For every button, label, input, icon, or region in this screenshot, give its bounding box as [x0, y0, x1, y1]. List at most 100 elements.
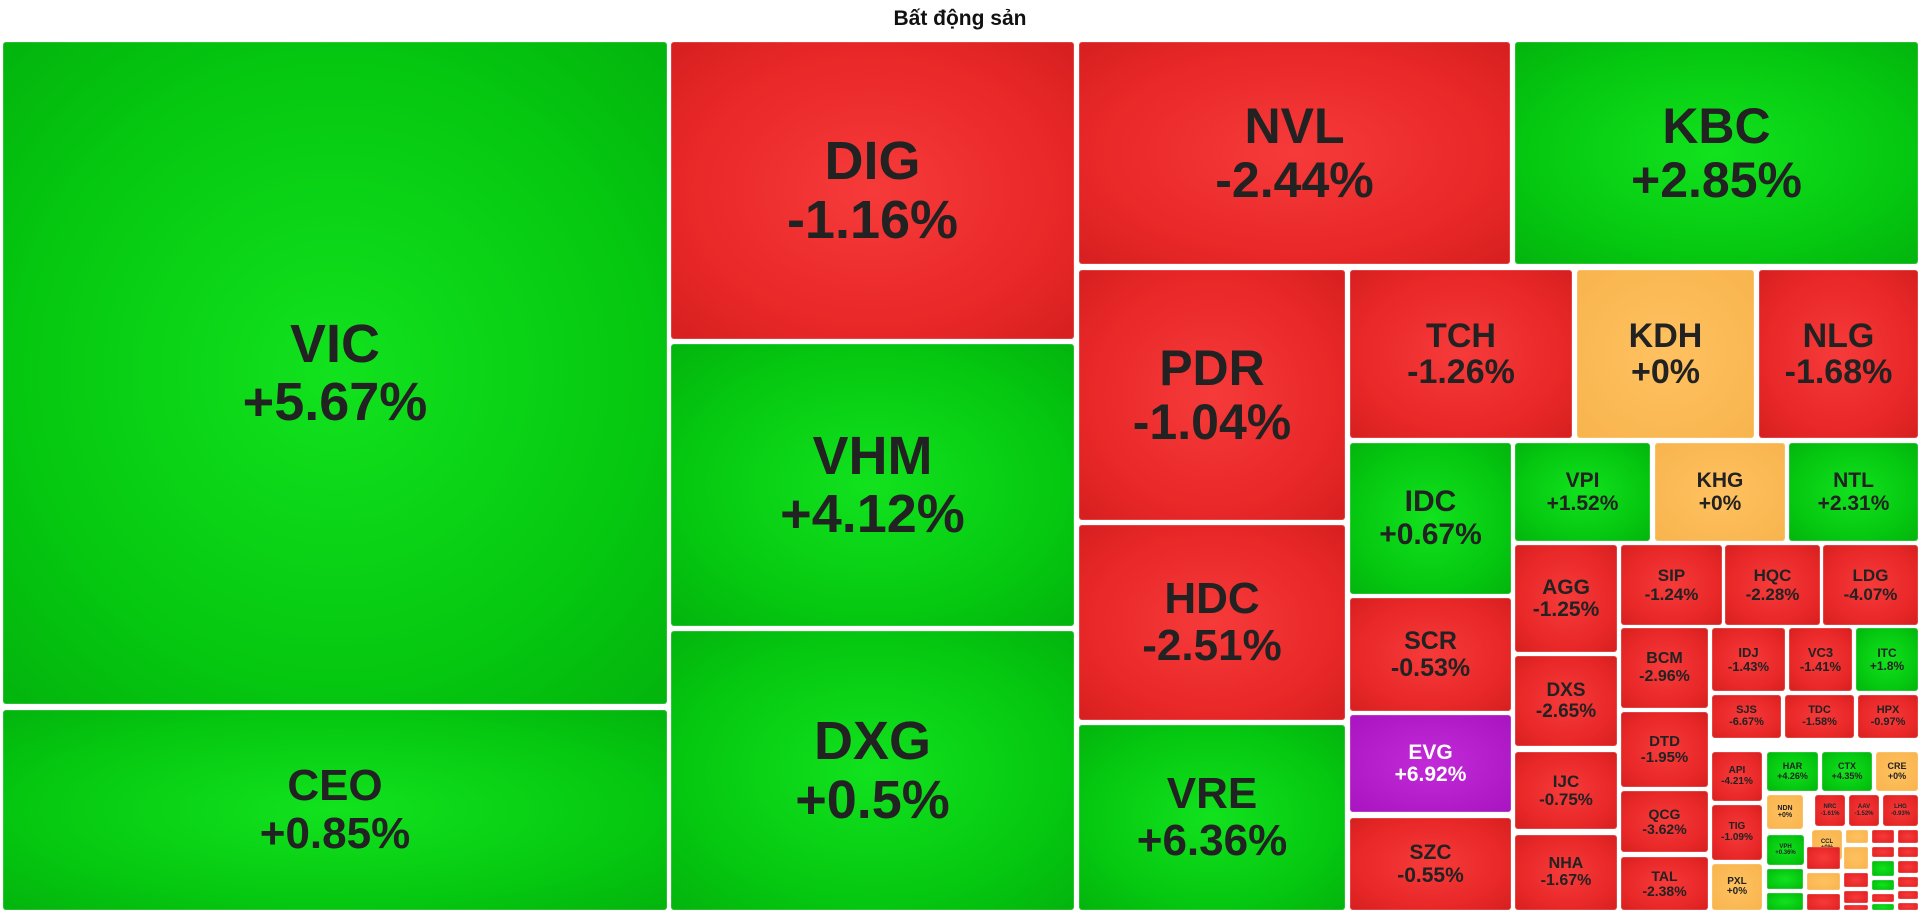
- tile-hqc[interactable]: HQC -2.28%: [1725, 545, 1820, 625]
- tile-vre[interactable]: VRE +6.36%: [1079, 725, 1345, 910]
- tile-ldg[interactable]: LDG -4.07%: [1823, 545, 1918, 625]
- tile-minor[interactable]: [1898, 847, 1918, 857]
- tile-kbc[interactable]: KBC +2.85%: [1515, 42, 1918, 264]
- tile-ticker: SJS: [1736, 704, 1757, 717]
- tile-pdr[interactable]: PDR -1.04%: [1079, 270, 1345, 520]
- tile-nrc[interactable]: NRC -1.61%: [1815, 795, 1845, 826]
- tile-change: -1.52%: [1854, 810, 1874, 817]
- tile-minor[interactable]: [1898, 861, 1918, 873]
- tile-vic[interactable]: VIC +5.67%: [3, 42, 667, 704]
- tile-vpi[interactable]: VPI +1.52%: [1515, 443, 1650, 541]
- tile-change: -2.38%: [1642, 883, 1687, 900]
- tile-ctx[interactable]: CTX +4.35%: [1822, 752, 1872, 791]
- tile-qcg[interactable]: QCG -3.62%: [1621, 791, 1708, 852]
- tile-minor[interactable]: [1846, 830, 1868, 843]
- tile-ticker: AAV: [1857, 804, 1871, 811]
- tile-minor[interactable]: [1872, 861, 1894, 876]
- tile-scr[interactable]: SCR -0.53%: [1350, 598, 1511, 711]
- tile-tdc[interactable]: TDC -1.58%: [1785, 695, 1854, 738]
- tile-change: +0%: [1698, 491, 1742, 515]
- tile-kdh[interactable]: KDH +0%: [1577, 270, 1754, 438]
- tile-change: -0.75%: [1539, 790, 1593, 810]
- tile-minor[interactable]: [1767, 869, 1803, 889]
- tile-tig[interactable]: TIG -1.09%: [1712, 805, 1762, 860]
- tile-minor[interactable]: [1898, 877, 1918, 887]
- tile-dtd[interactable]: DTD -1.95%: [1621, 712, 1708, 787]
- tile-szc[interactable]: SZC -0.55%: [1350, 818, 1511, 910]
- tile-minor[interactable]: [1844, 847, 1868, 869]
- tile-ticker: VIC: [289, 313, 381, 374]
- tile-change: -4.21%: [1721, 775, 1753, 787]
- tile-ndn[interactable]: NDN +0%: [1767, 795, 1803, 829]
- tile-dxs[interactable]: DXS -2.65%: [1515, 656, 1617, 746]
- tile-change: -1.16%: [786, 189, 959, 250]
- tile-change: +0.36%: [1775, 850, 1796, 857]
- tile-tch[interactable]: TCH -1.26%: [1350, 270, 1572, 438]
- tile-api[interactable]: API -4.21%: [1712, 752, 1762, 801]
- tile-ticker: VRE: [1166, 768, 1258, 818]
- tile-cre[interactable]: CRE +0%: [1876, 752, 1918, 791]
- tile-aav[interactable]: AAV -1.52%: [1849, 795, 1879, 826]
- tile-minor[interactable]: [1872, 847, 1894, 857]
- tile-khg[interactable]: KHG +0%: [1655, 443, 1785, 541]
- tile-dig[interactable]: DIG -1.16%: [671, 42, 1074, 339]
- tile-ticker: SIP: [1657, 566, 1686, 586]
- tile-ceo[interactable]: CEO +0.85%: [3, 710, 667, 910]
- tile-minor[interactable]: [1767, 893, 1803, 910]
- tile-hdc[interactable]: HDC -2.51%: [1079, 525, 1345, 720]
- tile-minor[interactable]: [1898, 830, 1918, 843]
- tile-minor[interactable]: [1872, 880, 1894, 890]
- tile-idc[interactable]: IDC +0.67%: [1350, 443, 1511, 594]
- tile-sip[interactable]: SIP -1.24%: [1621, 545, 1722, 625]
- tile-pxl[interactable]: PXL +0%: [1712, 864, 1762, 910]
- tile-ticker: API: [1728, 765, 1746, 777]
- tile-vc3[interactable]: VC3 -1.41%: [1789, 628, 1852, 691]
- tile-ntl[interactable]: NTL +2.31%: [1789, 443, 1918, 541]
- tile-ticker: CEO: [287, 761, 383, 811]
- tile-change: -2.28%: [1745, 584, 1800, 604]
- tile-tal[interactable]: TAL -2.38%: [1621, 857, 1708, 910]
- tile-minor[interactable]: [1872, 830, 1894, 843]
- tile-change: +0.5%: [795, 769, 950, 830]
- tile-change: +5.67%: [242, 372, 428, 433]
- tile-agg[interactable]: AGG -1.25%: [1515, 545, 1617, 652]
- tile-hpx[interactable]: HPX -0.97%: [1858, 695, 1918, 738]
- tile-ijc[interactable]: IJC -0.75%: [1515, 752, 1617, 829]
- tile-ticker: NTL: [1833, 469, 1874, 493]
- tile-minor[interactable]: [1898, 891, 1918, 899]
- tile-ticker: NVL: [1244, 98, 1345, 154]
- tile-minor[interactable]: [1807, 873, 1840, 890]
- tile-change: -2.96%: [1639, 667, 1690, 685]
- tile-change: -2.44%: [1215, 152, 1374, 208]
- tile-change: +4.12%: [780, 484, 965, 545]
- tile-minor[interactable]: [1872, 894, 1894, 902]
- tile-evg[interactable]: EVG +6.92%: [1350, 715, 1511, 812]
- tile-minor[interactable]: [1844, 891, 1868, 903]
- tile-change: +6.36%: [1136, 816, 1288, 866]
- tile-sjs[interactable]: SJS -6.67%: [1712, 695, 1781, 738]
- tile-ticker: KHG: [1696, 469, 1744, 493]
- tile-har[interactable]: HAR +4.26%: [1767, 752, 1818, 791]
- tile-minor[interactable]: [1844, 873, 1868, 887]
- tile-vph[interactable]: VPH +0.36%: [1767, 835, 1804, 865]
- tile-minor[interactable]: [1844, 905, 1868, 910]
- tile-ticker: SZC: [1409, 841, 1452, 865]
- tile-nlg[interactable]: NLG -1.68%: [1759, 270, 1918, 438]
- tile-ticker: EVG: [1408, 740, 1453, 764]
- tile-idj[interactable]: IDJ -1.43%: [1712, 628, 1785, 691]
- tile-bcm[interactable]: BCM -2.96%: [1621, 628, 1708, 708]
- tile-minor[interactable]: [1807, 847, 1840, 869]
- tile-nha[interactable]: NHA -1.67%: [1515, 835, 1617, 910]
- tile-minor[interactable]: [1807, 894, 1840, 910]
- tile-vhm[interactable]: VHM +4.12%: [671, 344, 1074, 626]
- tile-lhg[interactable]: LHG -0.93%: [1883, 795, 1918, 826]
- tile-minor[interactable]: [1872, 904, 1894, 910]
- tile-change: -4.07%: [1843, 584, 1898, 604]
- tile-ticker: TAL: [1651, 867, 1678, 884]
- tile-nvl[interactable]: NVL -2.44%: [1079, 42, 1510, 264]
- tile-ticker: HDC: [1164, 573, 1260, 623]
- tile-minor[interactable]: [1898, 903, 1918, 910]
- tile-ticker: PXL: [1727, 875, 1747, 887]
- tile-dxg[interactable]: DXG +0.5%: [671, 631, 1074, 910]
- tile-itc[interactable]: ITC +1.8%: [1856, 628, 1918, 691]
